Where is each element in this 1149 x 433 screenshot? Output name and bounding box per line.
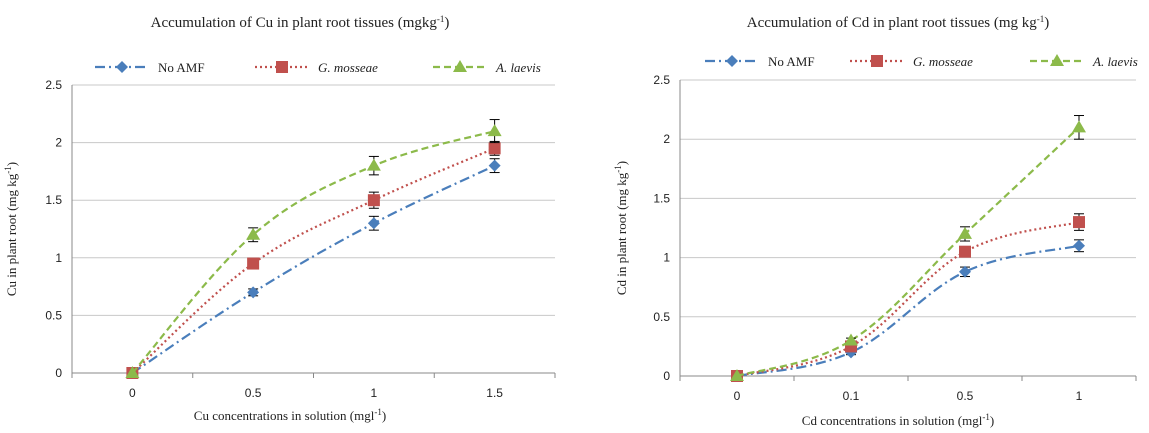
data-point-no_amf: [1073, 239, 1085, 252]
series-line-no_amf: [131, 164, 496, 374]
chart-title: Accumulation of Cd in plant root tissues…: [747, 14, 1049, 31]
y-tick-label: 0: [55, 366, 62, 380]
data-point-a_laevis: [246, 227, 261, 240]
data-point-a_laevis: [487, 124, 502, 137]
cd-accumulation-chart: Accumulation of Cd in plant root tissues…: [613, 14, 1138, 428]
x-tick-label: 0.5: [245, 386, 262, 400]
legend-label-no_amf: No AMF: [768, 54, 815, 69]
legend-label-g_mosseae: G. mosseae: [318, 60, 378, 75]
legend-marker-a_laevis: [453, 60, 467, 72]
data-point-no_amf: [367, 217, 380, 230]
x-tick-label: 0: [734, 389, 741, 403]
x-tick-label: 1: [371, 386, 378, 400]
data-point-g_mosseae: [367, 194, 380, 207]
series-line-a_laevis: [736, 126, 1080, 378]
data-point-no_amf: [488, 159, 501, 172]
series-line-no_amf: [736, 244, 1080, 378]
data-point-a_laevis: [125, 366, 140, 378]
data-point-a_laevis: [366, 158, 381, 171]
legend-marker-a_laevis: [1050, 54, 1064, 66]
x-tick-label: 0: [129, 386, 136, 400]
legend-label-a_laevis: A. laevis: [1092, 54, 1138, 69]
x-axis-title: Cd concentrations in solution (mgl-1): [802, 412, 994, 428]
cd-chart-panel: Accumulation of Cd in plant root tissues…: [588, 0, 1149, 433]
x-tick-label: 0.1: [843, 389, 860, 403]
y-tick-label: 2: [663, 132, 670, 146]
data-point-a_laevis: [1072, 120, 1086, 133]
legend-marker-no_amf: [726, 55, 738, 67]
data-point-a_laevis: [958, 226, 972, 239]
y-tick-label: 2: [55, 136, 62, 150]
y-tick-label: 2.5: [45, 78, 62, 92]
y-tick-label: 0: [663, 369, 670, 383]
data-point-g_mosseae: [959, 245, 971, 258]
data-point-g_mosseae: [247, 257, 260, 270]
series-line-g_mosseae: [736, 221, 1080, 378]
data-point-g_mosseae: [1073, 216, 1085, 229]
data-point-a_laevis: [844, 333, 858, 346]
x-axis-title: Cu concentrations in solution (mgl-1): [194, 407, 386, 423]
chart-title: Accumulation of Cu in plant root tissues…: [151, 14, 450, 31]
y-tick-label: 1.5: [653, 191, 670, 205]
legend-marker-no_amf: [116, 61, 128, 73]
legend-marker-g_mosseae: [276, 61, 288, 73]
legend-label-no_amf: No AMF: [158, 60, 205, 75]
cu-accumulation-chart: Accumulation of Cu in plant root tissues…: [3, 14, 556, 423]
y-axis-title: Cu in plant root (mg kg-1): [3, 162, 19, 296]
data-point-g_mosseae: [488, 142, 501, 155]
cu-chart-panel: Accumulation of Cu in plant root tissues…: [0, 0, 574, 433]
legend-label-a_laevis: A. laevis: [495, 60, 541, 75]
series-line-g_mosseae: [131, 147, 496, 374]
y-tick-label: 2.5: [653, 73, 670, 87]
y-tick-label: 0.5: [653, 310, 670, 324]
x-tick-label: 1.5: [486, 386, 503, 400]
x-tick-label: 0.5: [957, 389, 974, 403]
data-point-no_amf: [247, 286, 260, 299]
data-point-no_amf: [959, 265, 971, 278]
y-tick-label: 1: [55, 251, 62, 265]
legend-marker-g_mosseae: [871, 55, 883, 67]
series-line-a_laevis: [131, 130, 495, 374]
legend-label-g_mosseae: G. mosseae: [913, 54, 973, 69]
x-tick-label: 1: [1076, 389, 1083, 403]
y-tick-label: 1.5: [45, 193, 62, 207]
y-tick-label: 1: [663, 251, 670, 265]
data-point-a_laevis: [730, 369, 744, 381]
y-tick-label: 0.5: [45, 308, 62, 322]
y-axis-title: Cd in plant root (mg kg-1): [613, 161, 629, 295]
